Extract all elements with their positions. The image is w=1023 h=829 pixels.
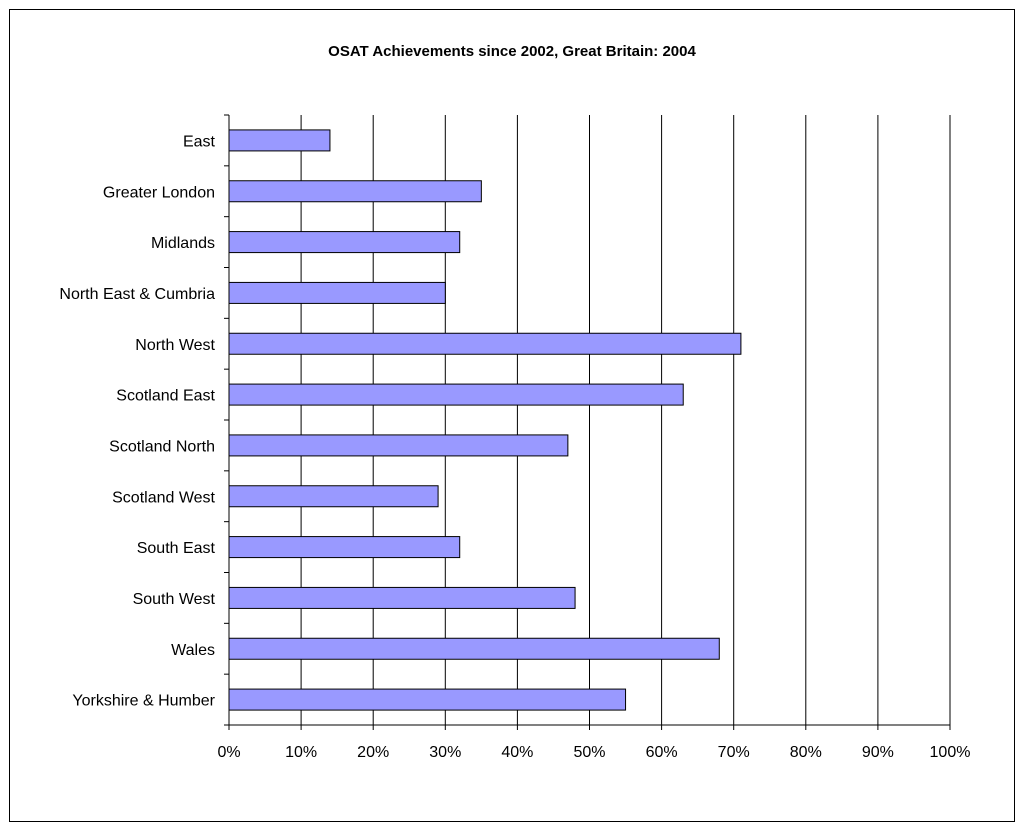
x-tick-label: 40% bbox=[501, 744, 533, 761]
bar bbox=[228, 586, 576, 609]
bar bbox=[228, 383, 684, 406]
bar bbox=[228, 129, 331, 152]
category-label: South East bbox=[137, 540, 216, 557]
bar bbox=[228, 536, 461, 559]
category-label: South West bbox=[133, 591, 216, 608]
axes bbox=[224, 114, 951, 730]
x-tick-labels: 0% 10% 20% 30% 40% 50% 60% 70% 80% 90% 100% bbox=[217, 744, 970, 761]
category-label: Scotland East bbox=[116, 388, 215, 405]
bar bbox=[228, 688, 627, 711]
category-label: Scotland North bbox=[109, 438, 215, 455]
category-label: Scotland West bbox=[112, 489, 215, 506]
bar bbox=[228, 434, 569, 457]
chart-frame bbox=[9, 9, 1015, 822]
chart-title: OSAT Achievements since 2002, Great Brit… bbox=[328, 43, 696, 60]
bar bbox=[228, 637, 720, 660]
category-label: Midlands bbox=[151, 235, 215, 252]
x-tick-label: 60% bbox=[646, 744, 678, 761]
x-tick-label: 90% bbox=[862, 744, 894, 761]
bar bbox=[228, 332, 742, 355]
x-tick-label: 50% bbox=[573, 744, 605, 761]
bar bbox=[228, 231, 461, 254]
bar bbox=[228, 180, 482, 203]
x-tick-label: 0% bbox=[217, 744, 240, 761]
category-label: North East & Cumbria bbox=[59, 286, 215, 303]
bar bbox=[228, 281, 446, 304]
x-tick-label: 10% bbox=[285, 744, 317, 761]
x-tick-label: 80% bbox=[790, 744, 822, 761]
category-label: Wales bbox=[171, 642, 215, 659]
category-label: North West bbox=[135, 337, 215, 354]
category-label: East bbox=[183, 133, 216, 150]
x-tick-label: 30% bbox=[429, 744, 461, 761]
x-tick-label: 70% bbox=[718, 744, 750, 761]
gridlines bbox=[300, 115, 951, 725]
x-tick-label: 20% bbox=[357, 744, 389, 761]
bar bbox=[228, 485, 439, 508]
category-labels: East Greater London Midlands North East & C… bbox=[59, 133, 215, 709]
category-label: Greater London bbox=[103, 184, 215, 201]
category-label: Yorkshire & Humber bbox=[72, 693, 215, 710]
x-tick-label: 100% bbox=[930, 744, 971, 761]
bars bbox=[228, 129, 742, 711]
